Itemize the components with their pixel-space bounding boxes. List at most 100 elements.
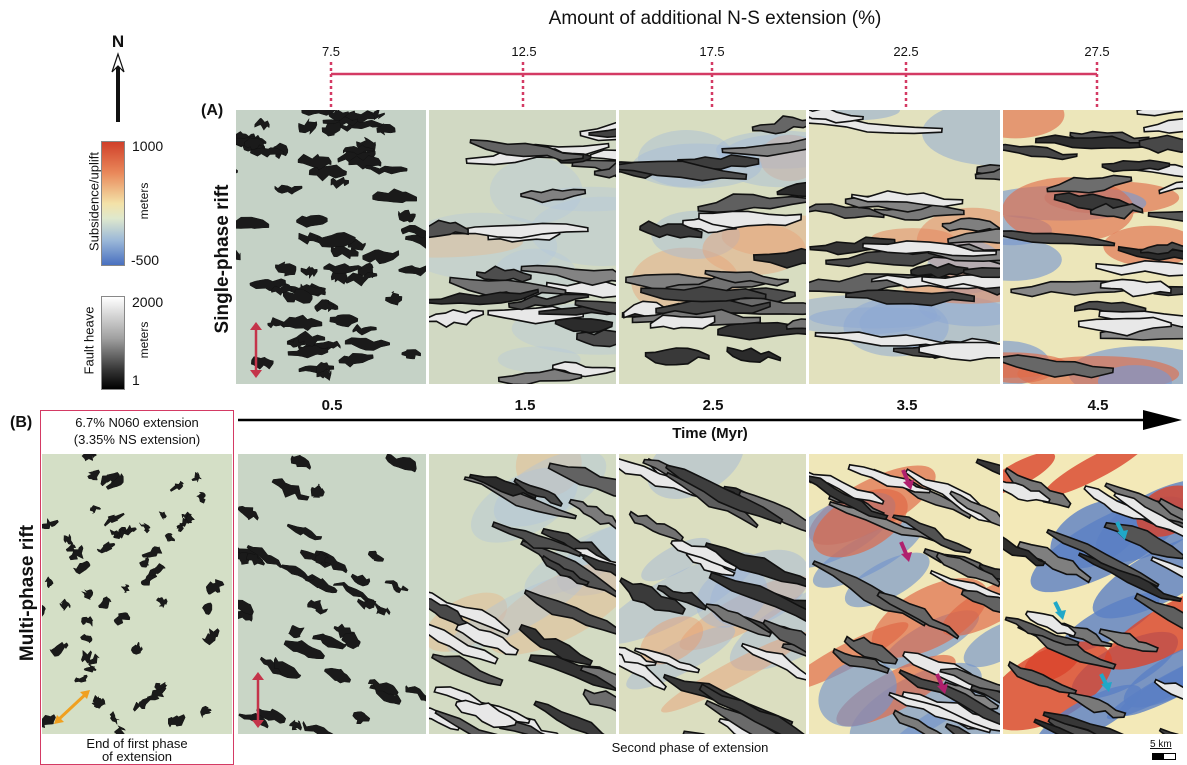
fault-segment (271, 283, 293, 296)
fault-segment (698, 683, 805, 734)
north-arrow (111, 52, 125, 122)
fault-segment (921, 273, 1000, 290)
fault-segment (776, 181, 806, 198)
fault-segment (205, 579, 225, 595)
heave-min: 1 (132, 372, 140, 388)
fault-segment (571, 159, 616, 178)
deformation-patch (515, 454, 582, 497)
fault-segment (81, 616, 94, 628)
fault-segment (119, 524, 137, 539)
fault-segment (236, 249, 241, 261)
first-phase-line1: 6.7% N060 extension (75, 415, 199, 430)
ext-tick-4: 22.5 (893, 44, 919, 59)
fault-segment (579, 665, 616, 690)
fault-segment (1045, 528, 1160, 588)
fault-segment (398, 209, 416, 223)
linkage-arrow-magenta (899, 541, 912, 562)
fault-segment (850, 190, 964, 208)
deformation-patch (1092, 532, 1183, 619)
fault-segment (254, 118, 270, 131)
fault-segment (100, 472, 120, 487)
first-phase-caption2: of extension (101, 749, 173, 764)
fault-segment (588, 128, 616, 139)
fault-segment (280, 564, 316, 582)
fault-segment (244, 136, 264, 151)
fault-segment (72, 560, 91, 575)
fault-segment (385, 290, 403, 306)
extension-axis (329, 62, 1099, 110)
fault-segment (593, 161, 616, 179)
fault-segment (1147, 210, 1183, 222)
fault-segment (316, 361, 330, 375)
fault-segment (283, 640, 325, 660)
fault-segment (1007, 660, 1078, 695)
fault-segment (520, 264, 616, 287)
deformation-patch (1003, 177, 1134, 243)
time-tick-4: 3.5 (896, 397, 918, 414)
fault-segment (960, 589, 1000, 613)
fault-segment (401, 349, 421, 360)
fault-segment (574, 299, 616, 316)
fault-segment (282, 289, 313, 304)
fault-segment (109, 710, 120, 725)
fault-segment (698, 210, 803, 229)
fault-segment (429, 308, 485, 329)
fault-segment (1143, 117, 1183, 134)
linkage-arrow-magenta (935, 673, 948, 694)
fault-segment (1024, 610, 1077, 638)
ext-tick-2: 12.5 (511, 44, 537, 59)
subsidence-max: 1000 (132, 138, 164, 154)
fault-segment (271, 478, 310, 501)
fault-segment (1099, 278, 1172, 298)
extension-axis-title: Amount of additional N-S extension (%) (548, 8, 882, 29)
row-b-tag: (B) (10, 414, 33, 431)
ext-tick-3: 17.5 (699, 44, 725, 59)
fault-segment (1042, 711, 1125, 734)
fault-segment (429, 288, 540, 306)
first-phase-line2: (3.35% NS extension) (73, 432, 201, 447)
fault-segment (1067, 691, 1127, 719)
deformation-patch (1003, 110, 1065, 139)
fault-segment (633, 647, 701, 674)
time-tick-2: 1.5 (514, 397, 536, 414)
fault-segment (140, 573, 158, 586)
row-b-panel-1 (238, 454, 426, 734)
fault-segment (1158, 181, 1183, 195)
fault-segment (273, 656, 302, 679)
fault-segment (704, 269, 789, 287)
fault-segment (164, 533, 175, 542)
fault-segment (891, 514, 972, 554)
row-a-panel-1 (236, 110, 426, 384)
fault-segment (42, 604, 46, 617)
ns-extension-arrow (250, 322, 262, 378)
fault-segment (168, 714, 186, 728)
fault-segment (297, 153, 332, 171)
fault-segment (301, 110, 337, 116)
fault-segment (918, 341, 1000, 362)
time-axis-label: Time (Myr) (672, 425, 748, 442)
heave-unit: meters (137, 321, 151, 359)
fault-segment (640, 285, 767, 303)
fault-segment (368, 550, 385, 562)
fault-segment (275, 261, 297, 277)
fault-segment (1101, 159, 1171, 173)
row-b-panel-3 (619, 454, 806, 734)
deformation-patch (1123, 637, 1183, 708)
fault-segment (520, 188, 587, 204)
fault-segment (1095, 259, 1183, 277)
fault-segment (832, 647, 890, 674)
fault-segment (619, 160, 748, 182)
fault-segment (139, 522, 151, 534)
fault-segment (1046, 174, 1133, 194)
fault-segment (523, 589, 616, 635)
time-tick-1: 0.5 (321, 397, 343, 414)
fault-segment (944, 723, 972, 734)
deformation-patch (489, 157, 583, 224)
fault-segment (752, 247, 806, 269)
fault-segment (316, 232, 356, 248)
fault-segment (1136, 110, 1183, 117)
fault-segment (545, 280, 616, 299)
fault-segment (497, 368, 583, 384)
fault-segment (507, 293, 590, 311)
fault-segment (975, 458, 1000, 476)
